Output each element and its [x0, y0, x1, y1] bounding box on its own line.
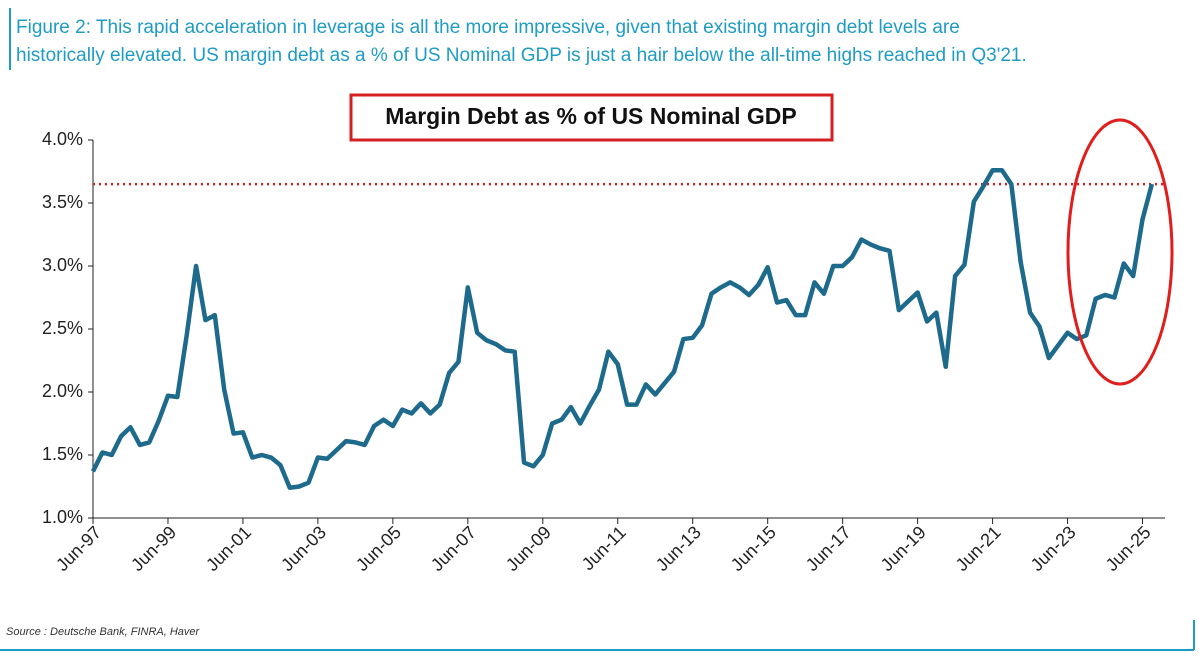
y-tick-label: 2.0%	[42, 381, 83, 401]
x-tick-label: Jun-01	[202, 522, 255, 575]
caption-line: Figure 2: This rapid acceleration in lev…	[16, 17, 960, 38]
x-tick-label: Jun-15	[727, 522, 780, 575]
plot: 1.0% 1.5% 2.0% 2.5% 3.0% 3.5% 4.0% Jun-97 Jun-99…	[42, 129, 1165, 575]
highlight-ellipse	[1066, 118, 1174, 386]
x-tick-label: Jun-11	[578, 522, 630, 574]
y-tick-label: 3.5%	[42, 192, 83, 212]
data-line	[90, 167, 1155, 491]
x-tick-label: Jun-97	[52, 522, 105, 575]
x-tick-label: Jun-03	[277, 522, 330, 575]
x-tick-label: Jun-17	[802, 522, 855, 575]
chart-title: Margin Debt as % of US Nominal GDP	[385, 103, 797, 129]
x-tick-label: Jun-25	[1102, 522, 1155, 575]
source: Source : Deutsche Bank, FINRA, Haver	[6, 626, 201, 638]
x-tick-label: Jun-05	[352, 522, 405, 575]
y-tick-label: 2.5%	[42, 318, 83, 338]
y-tick-label: 1.0%	[42, 507, 83, 527]
title-box	[349, 93, 834, 142]
x-tick-label: Jun-09	[502, 522, 555, 575]
x-tick-label: Jun-07	[427, 522, 480, 575]
x-tick-label: Jun-23	[1027, 522, 1080, 575]
y-tick-label: 4.0%	[42, 129, 83, 149]
x-tick-label: Jun-19	[877, 522, 930, 575]
y-tick-label: 1.5%	[42, 444, 83, 464]
x-tick-label: Jun-13	[652, 522, 705, 575]
x-tick-label: Jun-21	[952, 522, 1005, 575]
x-tick-label: Jun-99	[127, 522, 180, 575]
y-tick-label: 3.0%	[42, 255, 83, 275]
caption-line: historically elevated. US margin debt as…	[16, 45, 1027, 66]
